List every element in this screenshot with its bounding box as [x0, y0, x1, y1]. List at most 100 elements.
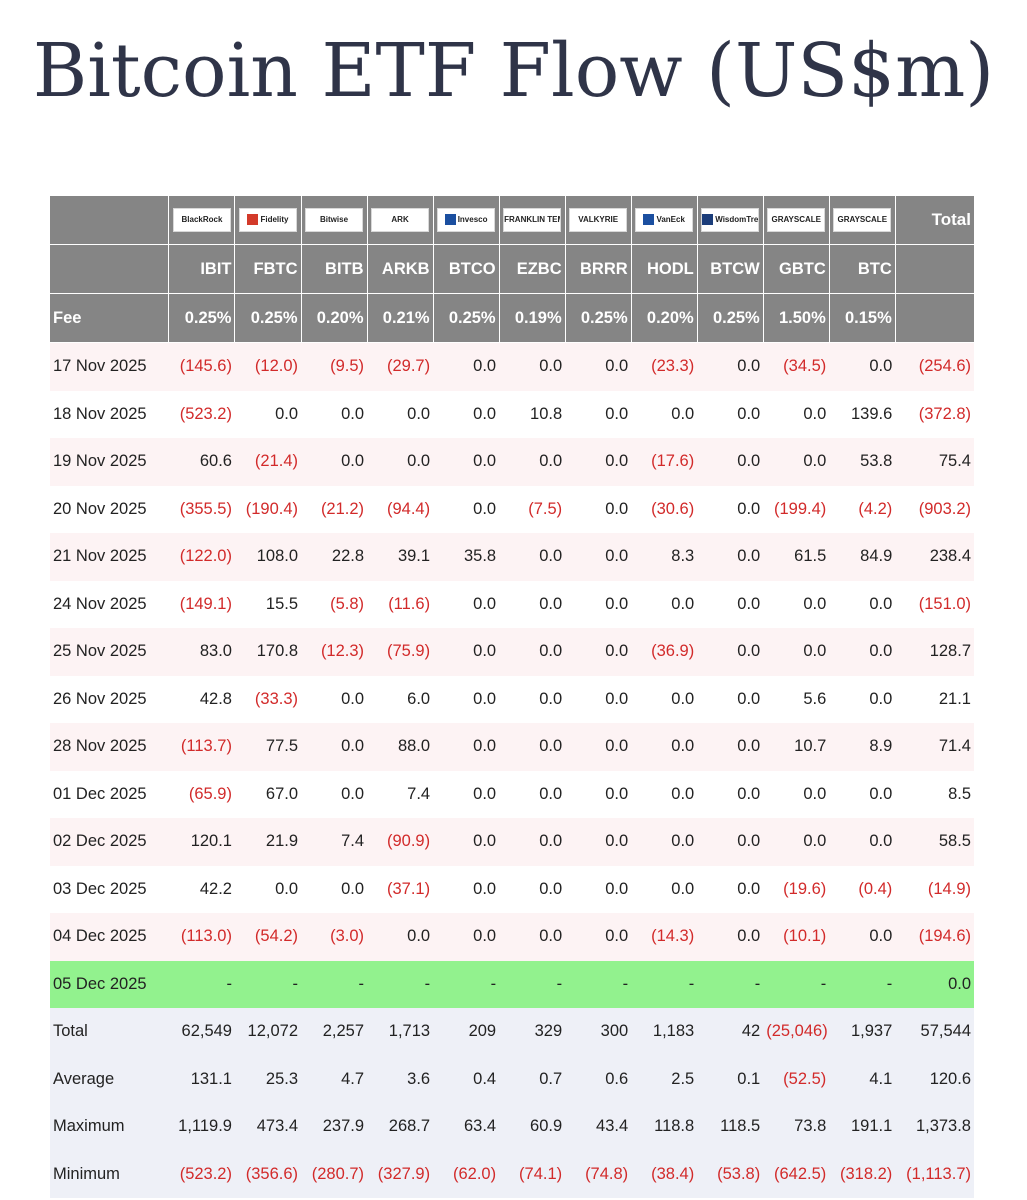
flow-value: (7.5) — [499, 485, 566, 533]
page-title: Bitcoin ETF Flow (US$m) — [32, 28, 995, 114]
issuer-logo-text: FRANKLIN TEMPLETON — [504, 215, 560, 224]
flow-value: (149.1) — [168, 580, 235, 628]
flow-value: 0.0 — [631, 770, 698, 818]
summary-value: (74.8) — [565, 1150, 632, 1198]
header-blank-cell — [50, 244, 170, 294]
flow-value: (4.2) — [829, 485, 896, 533]
flow-value: 42.8 — [168, 675, 235, 723]
flow-value: 83.0 — [168, 628, 235, 676]
flow-value: 0.0 — [697, 770, 764, 818]
flow-value: 0.0 — [631, 818, 698, 866]
summary-value: 73.8 — [763, 1103, 830, 1151]
summary-value: 25.3 — [234, 1055, 302, 1103]
summary-value: 1,119.9 — [168, 1103, 235, 1151]
summary-value: 12,072 — [234, 1008, 302, 1056]
flow-value: 35.8 — [433, 533, 500, 581]
flow-value: 0.0 — [829, 342, 896, 391]
flow-value: (190.4) — [234, 485, 302, 533]
issuer-logo: BlackRock — [172, 208, 231, 232]
issuer-logo: Bitwise — [305, 208, 364, 232]
flow-value: (65.9) — [168, 770, 235, 818]
issuer-logo: VALKYRIE — [569, 208, 628, 232]
flow-value: (10.1) — [763, 913, 830, 961]
flow-value: - — [697, 960, 764, 1008]
table-row: 04 Dec 2025 (113.0) (54.2) (3.0) 0.0 0.0 0.0 0.… — [50, 913, 974, 961]
summary-value: 268.7 — [367, 1103, 434, 1151]
flow-value: 139.6 — [829, 390, 896, 438]
issuer-logo-text: Invesco — [457, 215, 488, 224]
flow-value: 0.0 — [763, 770, 830, 818]
ticker-header: IBIT — [168, 244, 236, 294]
fee-value: 0.25% — [234, 293, 302, 343]
ticker-header: FBTC — [234, 244, 302, 294]
flow-value: 0.0 — [499, 580, 566, 628]
issuer-logo: GRAYSCALE — [767, 208, 826, 232]
summary-value: 237.9 — [301, 1103, 368, 1151]
fee-label: Fee — [50, 293, 170, 343]
row-total: 238.4 — [895, 533, 974, 581]
row-date: 18 Nov 2025 — [50, 390, 169, 438]
summary-value: 1,183 — [631, 1008, 698, 1056]
flow-value: 6.0 — [367, 675, 434, 723]
flow-value: (17.6) — [631, 438, 698, 486]
flow-value: 67.0 — [234, 770, 302, 818]
table-row: 25 Nov 2025 83.0 170.8 (12.3) (75.9) 0.0 0.0 0.… — [50, 628, 974, 676]
flow-value: 21.9 — [234, 818, 302, 866]
flow-value: 0.0 — [433, 580, 500, 628]
flow-value: 0.0 — [234, 865, 302, 913]
flow-value: 0.0 — [565, 818, 632, 866]
flow-value: 0.0 — [763, 628, 830, 676]
etf-flow-table: BlackRock Fidelity Bitwise ARK Invesco FRANKL… — [50, 196, 974, 1198]
summary-value: 300 — [565, 1008, 632, 1056]
flow-value: 0.0 — [565, 485, 632, 533]
row-date: 01 Dec 2025 — [50, 770, 169, 818]
flow-value: 0.0 — [433, 865, 500, 913]
flow-value: 0.0 — [565, 865, 632, 913]
issuer-logo-cell: FRANKLIN TEMPLETON — [499, 196, 566, 245]
row-total: (903.2) — [895, 485, 974, 533]
table-row: 18 Nov 2025 (523.2) 0.0 0.0 0.0 0.0 10.8 0.0 0.0… — [50, 390, 974, 438]
summary-total: 120.6 — [895, 1055, 974, 1103]
flow-value: 0.0 — [499, 818, 566, 866]
flow-value: 0.0 — [499, 628, 566, 676]
flow-value: 60.6 — [168, 438, 235, 486]
issuer-logo-cell: Fidelity — [234, 196, 302, 245]
flow-value: (37.1) — [367, 865, 434, 913]
flow-value: (23.3) — [631, 342, 698, 391]
summary-value: 473.4 — [234, 1103, 302, 1151]
issuer-logo-cell: ARK — [367, 196, 434, 245]
flow-value: (33.3) — [234, 675, 302, 723]
flow-value: (9.5) — [301, 342, 368, 391]
issuer-logo-text: GRAYSCALE — [771, 215, 822, 224]
flow-value: 0.0 — [499, 675, 566, 723]
row-total: 58.5 — [895, 818, 974, 866]
flow-value: 84.9 — [829, 533, 896, 581]
table-row: 21 Nov 2025 (122.0) 108.0 22.8 39.1 35.8 0.0 0.… — [50, 533, 974, 581]
flow-value: 0.0 — [433, 913, 500, 961]
header-blank-cell — [895, 244, 974, 294]
flow-value: 0.0 — [433, 675, 500, 723]
issuer-logo-text: BlackRock — [181, 215, 223, 224]
flow-value: - — [168, 960, 235, 1008]
summary-value: 2,257 — [301, 1008, 368, 1056]
flow-value: 0.0 — [697, 438, 764, 486]
row-total: 75.4 — [895, 438, 974, 486]
flow-value: 0.0 — [301, 723, 368, 771]
summary-value: 63.4 — [433, 1103, 500, 1151]
flow-value: 77.5 — [234, 723, 302, 771]
summary-total: 57,544 — [895, 1008, 974, 1056]
summary-total: 1,373.8 — [895, 1103, 974, 1151]
flow-value: 0.0 — [499, 770, 566, 818]
summary-total: (1,113.7) — [895, 1150, 974, 1198]
summary-value: (642.5) — [763, 1150, 830, 1198]
ticker-header: BRRR — [565, 244, 632, 294]
flow-value: - — [565, 960, 632, 1008]
issuer-logo-cell: GRAYSCALE — [829, 196, 896, 245]
table-row: 26 Nov 2025 42.8 (33.3) 0.0 6.0 0.0 0.0 0.0 0.0 0… — [50, 675, 974, 723]
flow-value: 5.6 — [763, 675, 830, 723]
summary-value: 43.4 — [565, 1103, 632, 1151]
row-date: 02 Dec 2025 — [50, 818, 169, 866]
flow-value: 42.2 — [168, 865, 235, 913]
table-row: 02 Dec 2025 120.1 21.9 7.4 (90.9) 0.0 0.0 0.0 0.… — [50, 818, 974, 866]
flow-value: 0.0 — [631, 580, 698, 628]
